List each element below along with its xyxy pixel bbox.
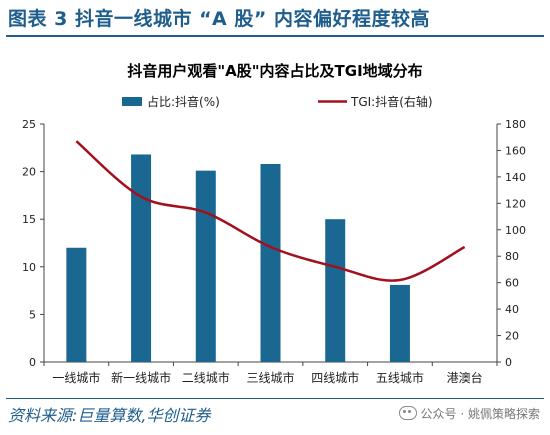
legend-bar-label: 占比:抖音(%) [147, 94, 220, 109]
source-note: 资料来源:巨量算数,华创证券 [8, 406, 211, 425]
chart-title: 抖音用户观看"A股"内容占比及TGI地域分布 [127, 62, 422, 80]
bar [195, 170, 216, 362]
right-tick-label: 100 [505, 224, 526, 237]
x-tick-label: 一线城市 [52, 370, 100, 385]
bar [260, 163, 281, 362]
left-tick-label: 0 [29, 356, 36, 369]
line-series [75, 140, 466, 282]
x-tick-label: 新一线城市 [111, 370, 171, 385]
watermark-text: 公众号 · 姚佩策略探索 [420, 407, 540, 421]
right-tick-label: 140 [505, 171, 526, 184]
legend-bar-swatch [122, 97, 142, 106]
x-tick-label: 二线城市 [182, 370, 230, 385]
legend: 占比:抖音(%) TGI:抖音(右轴) [122, 94, 433, 109]
x-tick-label: 港澳台 [447, 370, 483, 385]
bar [389, 284, 410, 362]
x-tick-label: 五线城市 [376, 370, 424, 385]
footer-divider [6, 398, 544, 399]
wechat-icon [398, 406, 417, 420]
watermark: 公众号 · 姚佩策略探索 [398, 405, 540, 422]
right-tick-label: 20 [505, 330, 519, 343]
left-tick-label: 25 [22, 118, 36, 131]
right-tick-label: 80 [505, 250, 519, 263]
x-tick-label: 四线城市 [311, 370, 359, 385]
axes: 0 5 10 15 20 25 0 20 40 60 80 100 120 140 160 180 一线城市 新一… [22, 118, 526, 385]
right-tick-label: 40 [505, 303, 519, 316]
right-tick-label: 120 [505, 197, 526, 210]
bar-series [66, 154, 410, 362]
left-tick-label: 20 [22, 166, 36, 179]
figure-title: 图表 3 抖音一线城市 “A 股” 内容偏好程度较高 [8, 8, 430, 30]
bar [66, 247, 87, 362]
left-tick-label: 5 [29, 308, 36, 321]
x-tick-label: 三线城市 [246, 370, 294, 385]
tgi-line [75, 140, 466, 282]
title-divider [6, 35, 544, 37]
right-tick-label: 0 [505, 356, 512, 369]
right-tick-label: 180 [505, 118, 526, 131]
right-tick-label: 160 [505, 144, 526, 157]
left-tick-label: 10 [22, 261, 36, 274]
legend-line-label: TGI:抖音(右轴) [350, 94, 433, 109]
chart: 抖音用户观看"A股"内容占比及TGI地域分布 占比:抖音(%) TGI:抖音(右轴… [22, 62, 526, 385]
bar [325, 219, 346, 362]
left-tick-label: 15 [22, 213, 36, 226]
right-tick-label: 60 [505, 277, 519, 290]
bar [131, 154, 152, 362]
